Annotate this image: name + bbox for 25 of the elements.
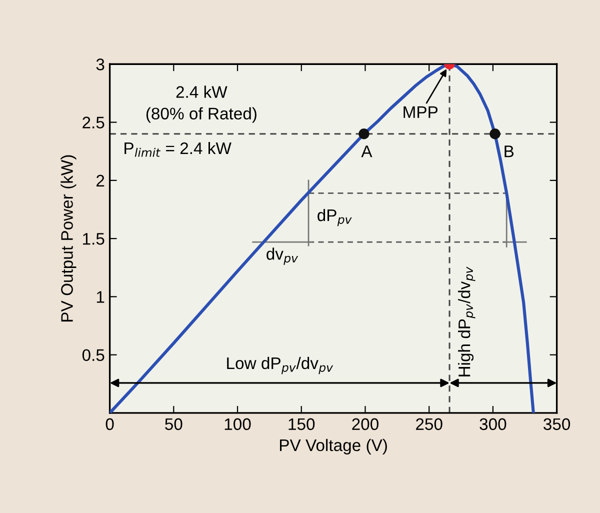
x-tick-label: 0 [106, 418, 114, 430]
annotation: MPP [404, 106, 438, 118]
x-axis-title: PV Voltage (V) [280, 438, 387, 454]
x-tick-label: 100 [224, 418, 251, 430]
y-tick-label: 1.5 [83, 233, 104, 245]
y-tick-label: 2 [96, 174, 104, 186]
y-tick-label: 2.5 [82, 116, 104, 128]
x-tick-label: 300 [480, 418, 506, 430]
x-tick-label: 350 [544, 418, 570, 430]
x-tick-label: 250 [416, 418, 442, 430]
ref-line-label: P$_{limit}$ = 2.4 kW [124, 142, 232, 157]
y-tick-label: 3 [96, 58, 104, 70]
annotation: A [361, 146, 372, 158]
x-tick-label: 200 [352, 418, 378, 430]
annotation: dP$_{pv}$ [318, 208, 352, 226]
annotation: 2.4 kW (80% of Rated) [146, 86, 256, 123]
y-tick-label: 0.5 [82, 349, 104, 362]
annotation: Low dP$_{pv}$/dv$_{pv}$ [227, 356, 334, 374]
y-tick-label: 1 [96, 291, 104, 303]
x-tick-label: 50 [165, 418, 182, 430]
x-tick-label: 150 [288, 418, 315, 430]
annotation: High dP$_{pv}$/dv$_{pv}$ [458, 266, 476, 376]
annotation: B [504, 146, 514, 158]
y-axis-title: PV Output Power (kW) [60, 155, 76, 322]
annotation: dv$_{pv}$ [266, 248, 298, 265]
